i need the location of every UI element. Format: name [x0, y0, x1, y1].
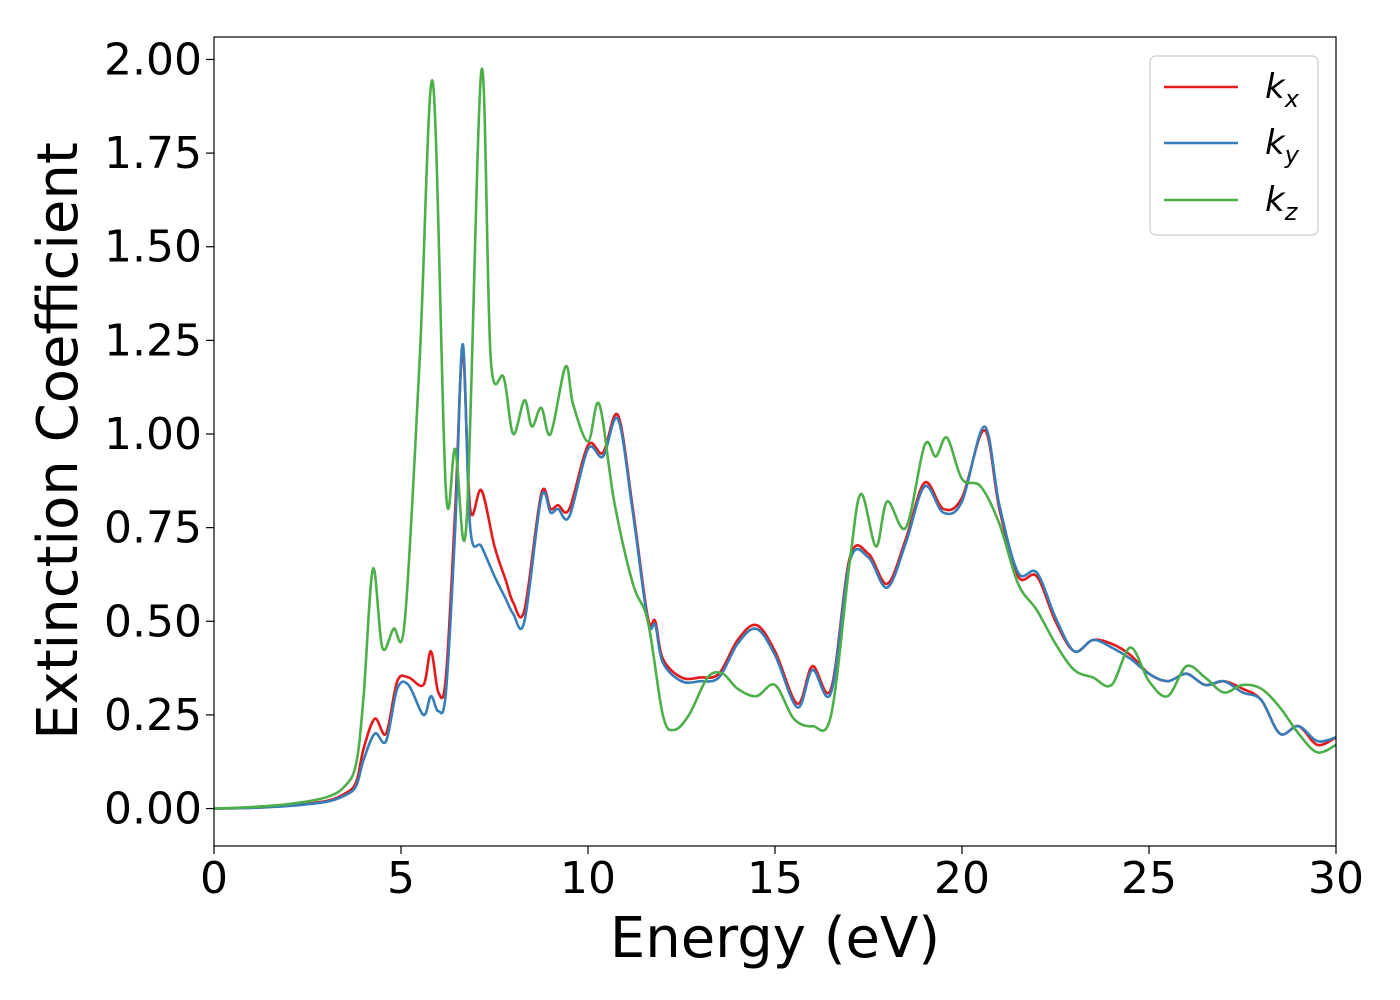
y-tick-label: 1.25 — [104, 315, 202, 366]
y-tick-label: 1.75 — [104, 128, 202, 179]
y-tick-label: 0.00 — [104, 784, 202, 835]
y-tick-label: 0.25 — [104, 690, 202, 741]
x-tick-label: 5 — [387, 853, 415, 904]
x-tick-label: 15 — [747, 853, 803, 904]
legend-label-ky: ky — [1265, 123, 1300, 169]
y-tick-label: 1.50 — [104, 222, 202, 273]
x-tick-label: 20 — [934, 853, 990, 904]
plot-area — [214, 37, 1336, 846]
series-line-ky — [213, 342, 1337, 810]
y-axis-ticks: 0.00 0.25 0.50 0.75 1.00 1.25 1.50 1.75 2.00 — [104, 34, 214, 835]
x-tick-label: 10 — [560, 853, 616, 904]
y-axis-label: Extinction Coefficient — [26, 142, 91, 740]
series-line-kz — [213, 67, 1337, 810]
y-tick-label: 1.00 — [104, 409, 202, 460]
x-tick-label: 0 — [200, 853, 228, 904]
x-tick-label: 30 — [1308, 853, 1364, 904]
y-tick-label: 0.75 — [104, 503, 202, 554]
y-tick-label: 0.50 — [104, 596, 202, 647]
y-tick-label: 2.00 — [104, 34, 202, 85]
x-axis-ticks: 0 5 10 15 20 25 30 — [200, 846, 1364, 904]
x-axis-label: Energy (eV) — [610, 906, 940, 971]
series-line-kx — [213, 350, 1337, 810]
series-lines — [213, 67, 1337, 810]
x-tick-label: 25 — [1121, 853, 1177, 904]
legend-box — [1149, 55, 1319, 236]
